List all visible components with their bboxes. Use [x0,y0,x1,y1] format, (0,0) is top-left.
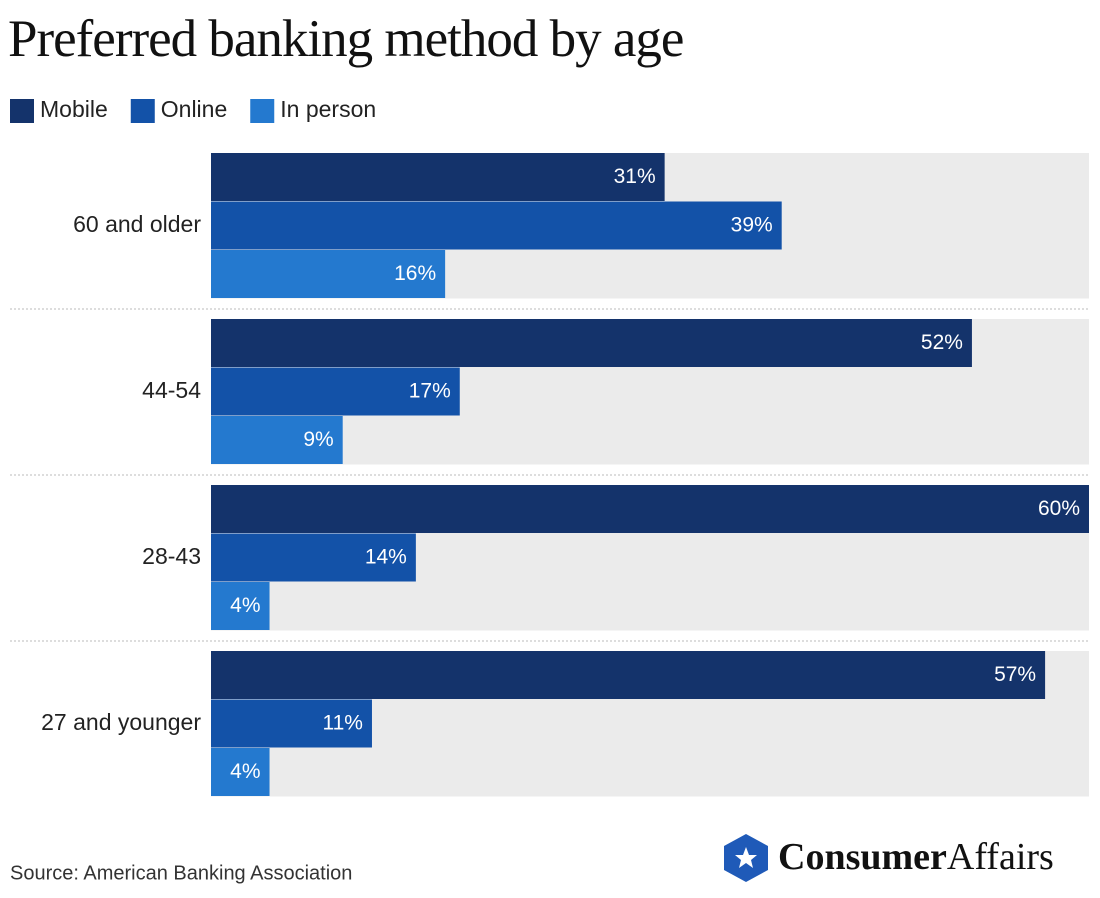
bar [211,699,372,748]
bar [211,416,343,464]
bar [211,250,446,298]
logo-bold: Consumer [778,836,947,878]
logo-light: Affairs [947,836,1054,878]
value-label: 11% [322,711,362,734]
bar [211,485,1089,533]
value-label: 4% [230,594,260,617]
bar [211,533,416,582]
value-label: 39% [731,213,773,236]
bar [211,748,270,796]
value-label: 31% [614,165,656,188]
source: Source: American Banking Association [10,862,352,884]
category-label: 27 and younger [41,709,201,735]
bar [211,367,460,416]
logo-text: ConsumerAffairs [778,836,1054,878]
legend-swatch [10,99,34,123]
value-label: 4% [230,760,260,783]
category-label: 60 and older [73,211,201,237]
value-label: 17% [409,379,451,402]
chart-title: Preferred banking method by age [8,10,683,68]
legend-swatch [130,99,155,123]
legend-label: In person [280,96,376,122]
value-label: 57% [994,663,1036,686]
bar [211,651,1046,699]
logo: ConsumerAffairs [724,834,1054,882]
category-label: 44-54 [142,377,201,403]
bar [211,582,270,630]
value-label: 9% [303,428,333,451]
bar [211,201,782,250]
logo-star [735,847,757,868]
value-label: 16% [394,262,436,285]
bar [211,319,972,367]
category-label: 28-43 [142,543,201,569]
legend-label: Online [161,96,227,122]
value-label: 60% [1038,497,1080,520]
bar [211,153,665,201]
value-label: 14% [365,545,407,568]
legend-swatch [250,99,275,123]
legend-label: Mobile [40,96,108,122]
value-label: 52% [921,331,963,354]
